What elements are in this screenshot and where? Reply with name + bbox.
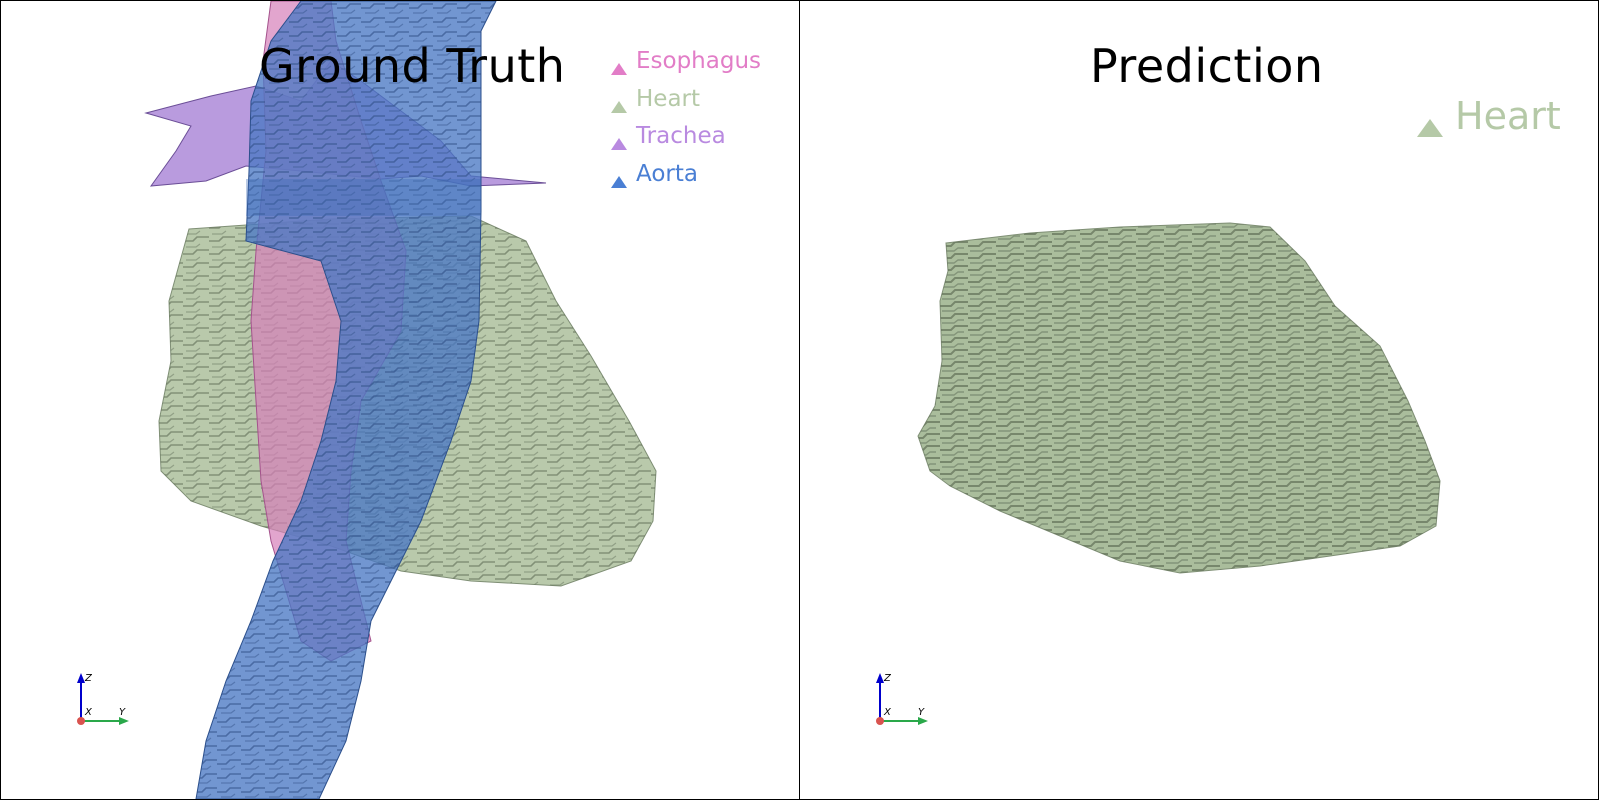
- ground-truth-viewport[interactable]: Z X Y Ground Truth Esophagus Heart Trach…: [0, 0, 800, 800]
- axis-z-label: Z: [84, 673, 93, 684]
- axis-x-label: X: [84, 707, 93, 718]
- heart-mesh: [917, 222, 1441, 574]
- ground-truth-title: Ground Truth: [259, 39, 566, 93]
- legend-label: Heart: [636, 85, 701, 112]
- triangle-icon: [611, 100, 627, 113]
- orientation-axes: Z X Y: [77, 673, 129, 725]
- triangle-icon: [611, 138, 627, 150]
- axis-x-label: X: [883, 707, 892, 718]
- legend-label: Esophagus: [636, 48, 762, 74]
- axis-z-label: Z: [883, 673, 892, 684]
- legend-label: Trachea: [636, 123, 726, 149]
- prediction-3d-render[interactable]: Z X Y: [800, 1, 1598, 799]
- legend-label: Heart: [1455, 94, 1561, 138]
- legend-label: Aorta: [636, 160, 698, 187]
- triangle-icon: [611, 175, 627, 188]
- axis-y-label: Y: [918, 707, 925, 718]
- triangle-icon: [1417, 119, 1443, 137]
- axis-y-label: Y: [119, 707, 126, 718]
- orientation-axes: Z X Y: [876, 673, 928, 725]
- aorta-mesh: [195, 1, 497, 799]
- prediction-viewport[interactable]: Z X Y Prediction Heart: [799, 0, 1599, 800]
- prediction-title: Prediction: [1090, 39, 1324, 93]
- triangle-icon: [611, 63, 627, 75]
- ground-truth-3d-render[interactable]: Z X Y: [1, 1, 799, 799]
